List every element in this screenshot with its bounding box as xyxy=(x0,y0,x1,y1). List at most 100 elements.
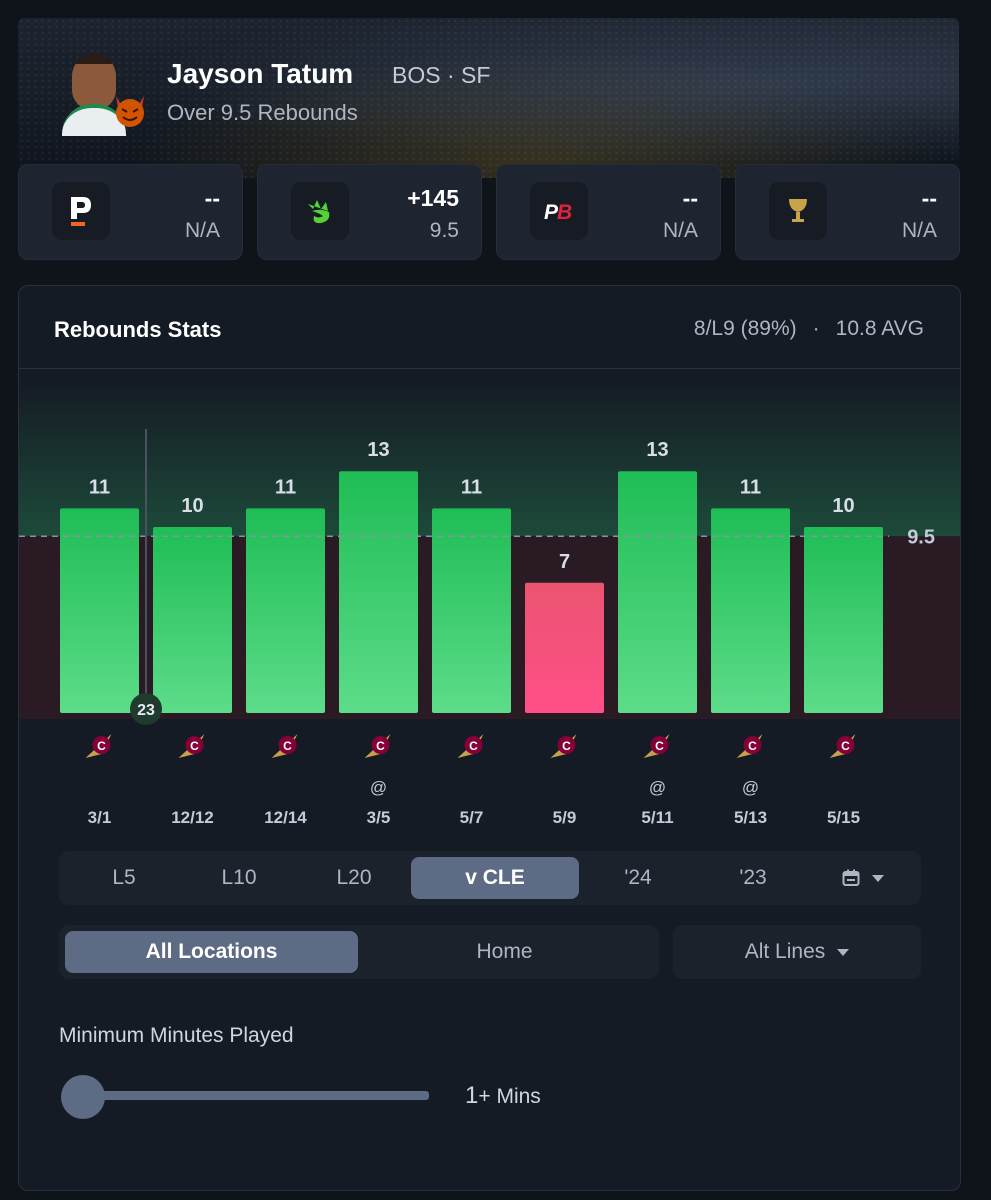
calendar-dropdown[interactable] xyxy=(811,857,915,899)
stats-title: Rebounds Stats xyxy=(54,317,222,342)
book-card-draftkings[interactable]: +145 9.5 xyxy=(257,164,482,260)
bar-5/7 xyxy=(432,508,511,713)
svg-text:C: C xyxy=(469,739,478,753)
book-card-pointsbet[interactable]: P B -- N/A xyxy=(496,164,721,260)
rebounds-bar-chart: 11 C 3/1 10 C 12/12 11 C 12/14 13 C @3/5 11 C 5/7 7 C 5/9… xyxy=(19,381,960,827)
book-odds: -- xyxy=(204,185,220,211)
cavaliers-logo-icon: C xyxy=(736,734,763,758)
book-odds: +145 xyxy=(407,185,459,211)
bar-3/5 xyxy=(339,471,418,713)
date-label: 5/9 xyxy=(553,808,577,827)
date-label: 5/11 xyxy=(641,808,673,827)
cavaliers-logo-icon: C xyxy=(85,734,112,758)
bar-value-label: 10 xyxy=(181,495,203,517)
panel-divider xyxy=(19,368,960,369)
date-label: 5/13 xyxy=(734,808,767,827)
bar-value-label: 7 xyxy=(559,551,570,573)
book-line: N/A xyxy=(662,219,698,242)
book-line: 9.5 xyxy=(429,219,459,242)
svg-text:C: C xyxy=(283,739,292,753)
tab-v-cle[interactable]: v CLE xyxy=(411,857,579,899)
book-odds: -- xyxy=(921,185,937,211)
bar-5/11 xyxy=(618,471,697,713)
svg-text:B: B xyxy=(557,201,572,223)
away-marker: @ xyxy=(742,778,759,797)
chevron-down-icon xyxy=(837,948,850,956)
away-marker: @ xyxy=(370,778,387,797)
summary-separator: · xyxy=(812,317,820,340)
stats-summary: 8/L9 (89%) · 10.8 AVG xyxy=(694,317,924,341)
tab-23[interactable]: '23 xyxy=(739,866,767,889)
minutes-number: 1 xyxy=(465,1082,479,1109)
range-tabs: L5 L10 L20 v CLE '24 '23 xyxy=(59,851,921,905)
date-label: 12/14 xyxy=(264,808,307,827)
bar-value-label: 11 xyxy=(275,476,296,498)
minutes-value: 1+ Mins xyxy=(465,1082,541,1110)
tab-l5[interactable]: L5 xyxy=(112,866,136,889)
pb-logo-icon: P B xyxy=(530,182,588,240)
season-badge xyxy=(130,693,162,725)
book-line: N/A xyxy=(901,219,937,242)
svg-text:C: C xyxy=(562,739,571,753)
dk-crown-icon xyxy=(291,182,349,240)
season-badge-label: 23 xyxy=(137,702,155,719)
tab-all-locations[interactable]: All Locations xyxy=(65,931,358,973)
date-label: 12/12 xyxy=(171,808,214,827)
date-label: 5/7 xyxy=(460,808,484,827)
book-odds: -- xyxy=(682,185,698,211)
svg-text:C: C xyxy=(97,739,106,753)
tab-24[interactable]: '24 xyxy=(624,866,652,889)
cavaliers-logo-icon: C xyxy=(829,734,856,758)
bar-12/12 xyxy=(153,527,232,713)
svg-text:C: C xyxy=(376,739,385,753)
stats-panel: Rebounds Stats 8/L9 (89%) · 10.8 AVG 11 C 3/… xyxy=(18,285,961,1191)
cavaliers-logo-icon: C xyxy=(271,734,298,758)
bar-value-label: 11 xyxy=(740,476,761,498)
svg-text:C: C xyxy=(841,739,850,753)
alt-lines-dropdown[interactable]: Alt Lines xyxy=(673,925,921,979)
svg-text:C: C xyxy=(655,739,664,753)
threshold-label: 9.5 xyxy=(907,526,935,548)
chalice-icon xyxy=(769,182,827,240)
average: 10.8 AVG xyxy=(835,317,924,340)
svg-text:P: P xyxy=(544,201,559,223)
player-prop: Over 9.5 Rebounds xyxy=(167,100,358,125)
minutes-unit: + Mins xyxy=(478,1085,541,1108)
cavaliers-logo-icon: C xyxy=(550,734,577,758)
bar-value-label: 11 xyxy=(89,476,110,498)
book-line: N/A xyxy=(184,219,220,242)
player-avatar xyxy=(62,54,126,136)
min-minutes-label: Minimum Minutes Played xyxy=(59,1024,294,1047)
bar-5/9 xyxy=(525,582,604,713)
cavaliers-logo-icon: C xyxy=(178,734,205,758)
cavaliers-logo-icon: C xyxy=(457,734,484,758)
bar-value-label: 10 xyxy=(832,495,854,517)
tab-l10[interactable]: L10 xyxy=(221,866,257,889)
location-tabs: All Locations Home xyxy=(59,925,659,979)
calendar-icon xyxy=(842,869,860,886)
bar-3/1 xyxy=(60,508,139,713)
bar-5/13 xyxy=(711,508,790,713)
date-label: 3/5 xyxy=(367,808,391,827)
p-logo-icon xyxy=(52,182,110,240)
svg-text:C: C xyxy=(190,739,199,753)
cavaliers-logo-icon: C xyxy=(364,734,391,758)
date-label: 3/1 xyxy=(88,808,112,827)
bar-5/15 xyxy=(804,527,883,713)
away-marker: @ xyxy=(649,778,666,797)
book-card-underdog[interactable]: -- N/A xyxy=(735,164,960,260)
tab-home[interactable]: Home xyxy=(476,940,533,963)
hit-rate: 8/L9 (89%) xyxy=(693,317,797,340)
bar-value-label: 11 xyxy=(461,476,482,498)
player-name: Jayson Tatum xyxy=(167,58,354,89)
tab-l20[interactable]: L20 xyxy=(336,866,372,889)
alt-lines-label: Alt Lines xyxy=(744,940,826,963)
cavaliers-logo-icon: C xyxy=(643,734,670,758)
minutes-slider-track[interactable] xyxy=(83,1091,429,1100)
minutes-slider-thumb[interactable] xyxy=(61,1075,105,1119)
bar-value-label: 13 xyxy=(367,439,389,461)
player-team-position: BOS · SF xyxy=(392,62,491,88)
bar-value-label: 13 xyxy=(646,439,668,461)
book-card-prizepicks[interactable]: -- N/A xyxy=(18,164,243,260)
chevron-down-icon xyxy=(872,874,884,882)
